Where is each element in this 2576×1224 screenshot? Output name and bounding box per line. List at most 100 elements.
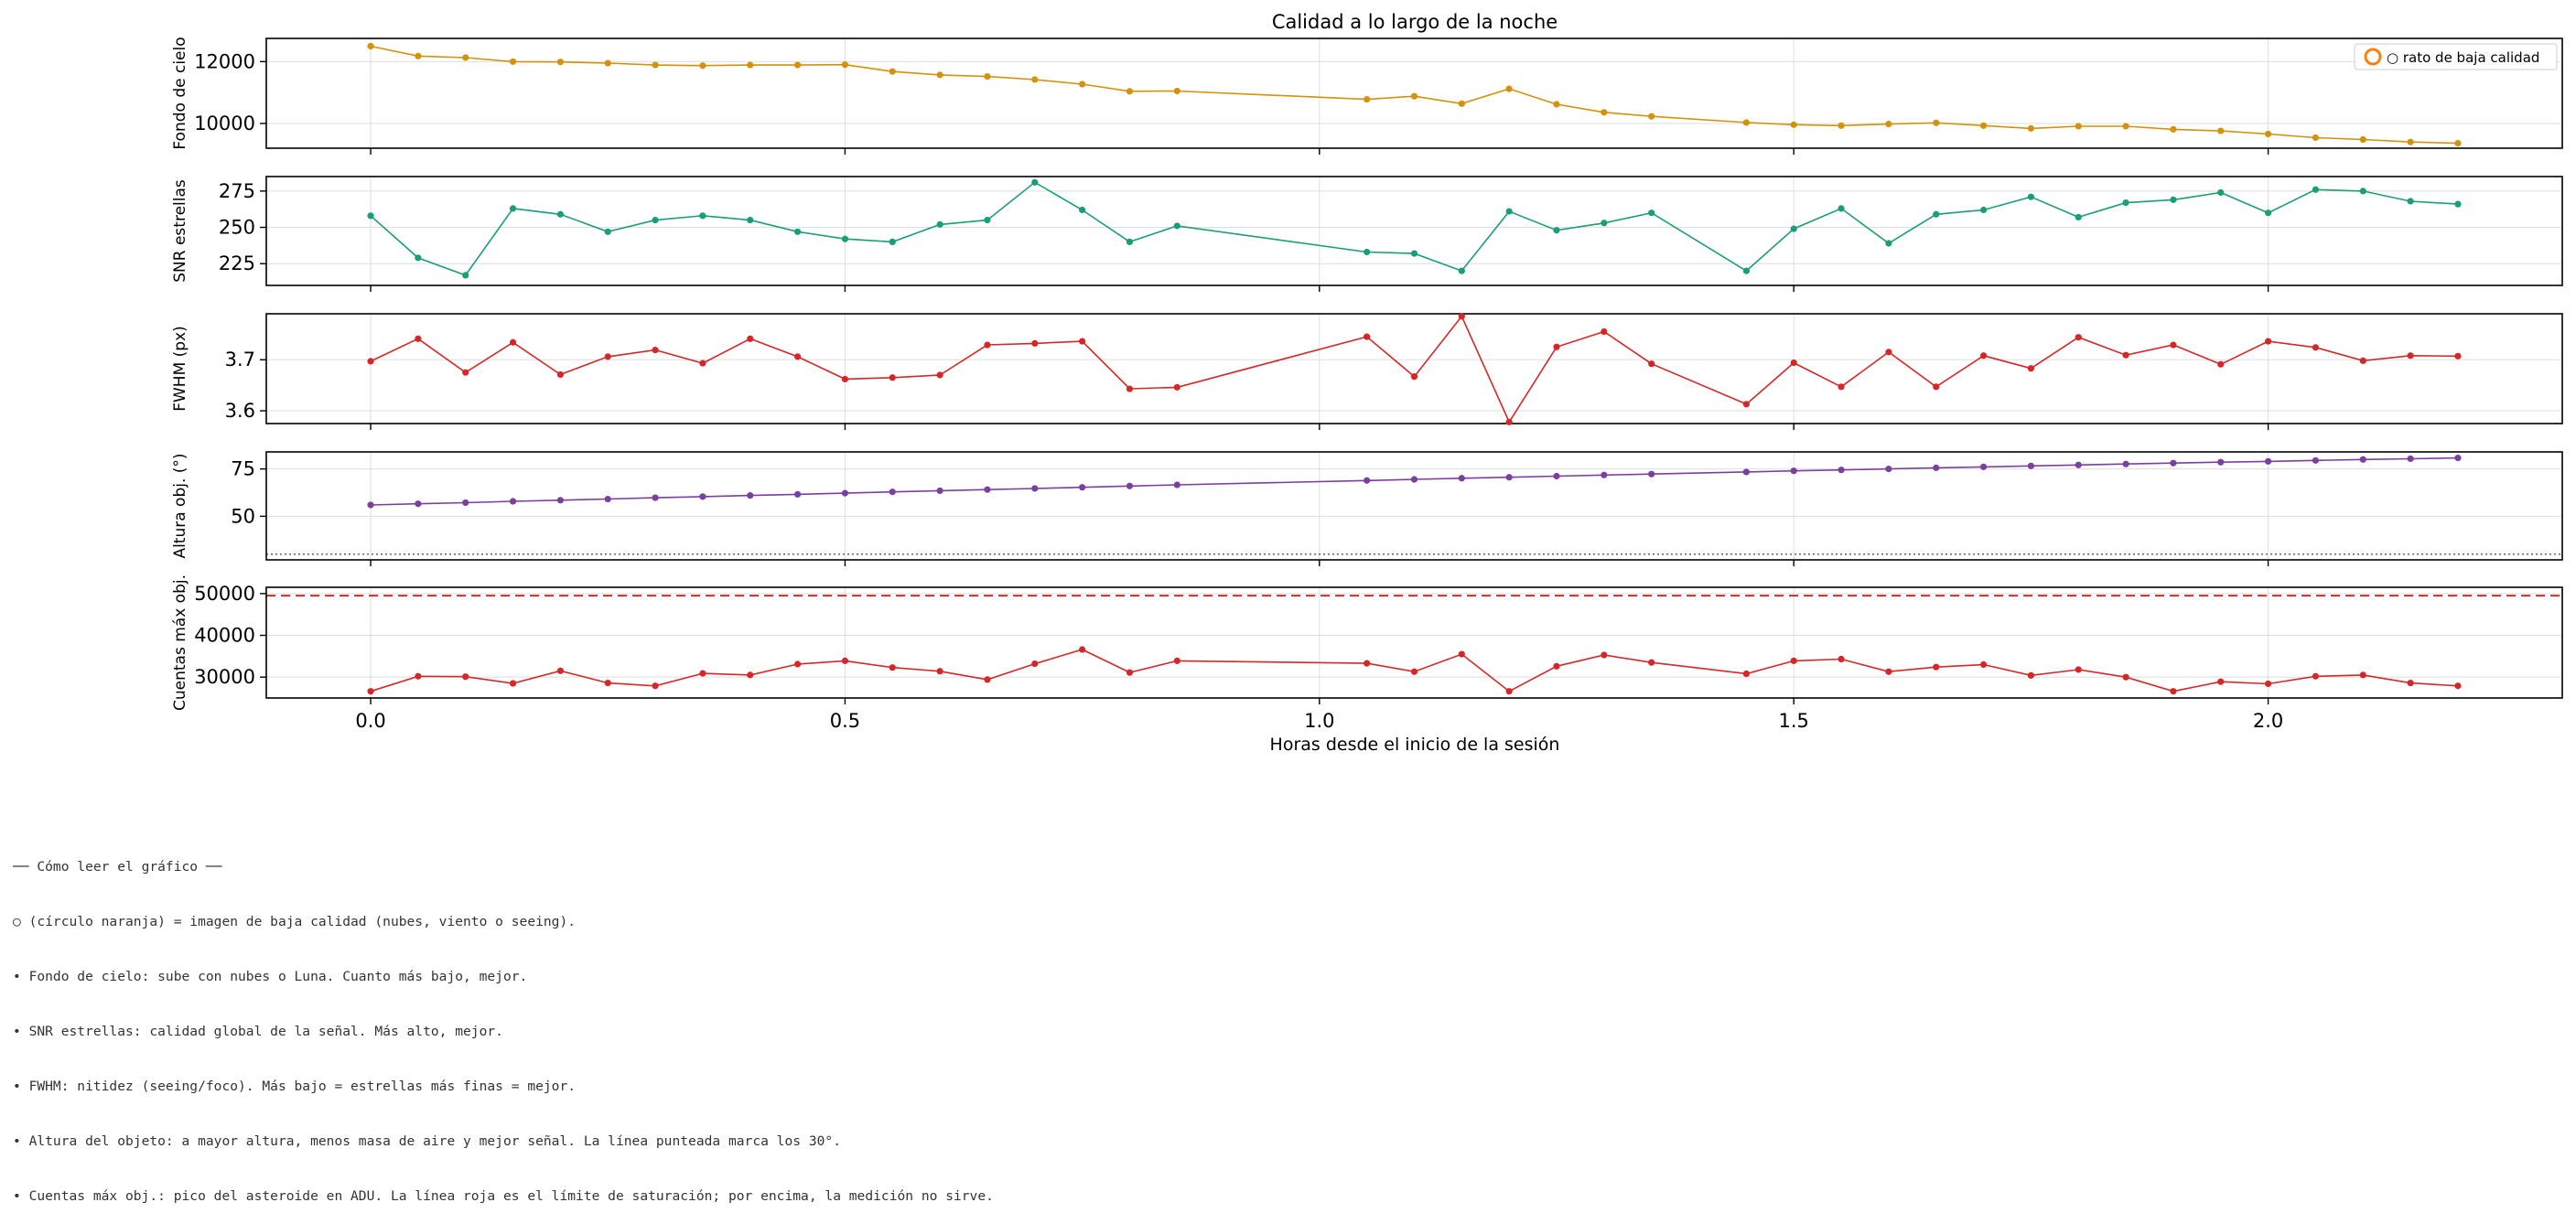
guide-line-counts: • Cuentas máx obj.: pico del asteroide e… xyxy=(13,1188,994,1204)
data-point xyxy=(1553,343,1560,350)
data-point xyxy=(889,664,896,671)
data-point xyxy=(1790,467,1797,475)
data-point xyxy=(984,341,991,349)
data-point xyxy=(509,205,517,212)
data-point xyxy=(1790,225,1797,232)
data-point xyxy=(509,680,517,687)
data-point xyxy=(1979,206,1988,214)
reading-guide: ── Cómo leer el gráfico ── ○ (círculo na… xyxy=(13,821,994,1224)
data-point xyxy=(1933,383,1940,391)
data-point xyxy=(1079,81,1086,88)
data-point xyxy=(462,369,469,376)
data-point xyxy=(793,353,802,360)
data-point xyxy=(415,52,422,59)
data-point xyxy=(1363,248,1371,256)
data-point xyxy=(1363,333,1371,340)
data-point xyxy=(1031,76,1039,83)
data-point xyxy=(1885,349,1892,356)
data-point xyxy=(841,657,849,664)
axes-frame xyxy=(265,313,2563,424)
data-point xyxy=(2264,209,2272,217)
data-point xyxy=(2075,213,2082,221)
data-point xyxy=(2312,134,2320,142)
y-axis-label: Cuentas máx obj. xyxy=(171,574,189,711)
axes-frame xyxy=(265,176,2563,286)
data-point xyxy=(1363,660,1371,667)
data-point xyxy=(984,217,991,224)
data-point xyxy=(699,670,706,677)
data-point xyxy=(2122,123,2129,130)
y-tick-label: 225 xyxy=(219,252,255,274)
data-point xyxy=(1458,267,1465,274)
data-point xyxy=(1838,383,1845,391)
data-point xyxy=(1363,95,1371,103)
data-point xyxy=(1505,688,1513,695)
data-point xyxy=(604,495,611,503)
data-point xyxy=(1410,476,1418,483)
data-point xyxy=(841,489,849,497)
data-point xyxy=(462,499,469,507)
x-tick-label: 0.0 xyxy=(355,710,385,732)
data-point xyxy=(1601,471,1608,478)
data-point xyxy=(1031,178,1039,186)
data-point xyxy=(1742,670,1750,678)
data-point xyxy=(1601,220,1608,227)
data-point xyxy=(984,676,991,683)
data-point xyxy=(1933,663,1940,671)
quality-chart: Calidad a lo largo de la noche 10000 1200… xyxy=(171,11,2563,755)
data-point xyxy=(747,61,754,69)
data-point xyxy=(1458,313,1465,320)
data-point xyxy=(1838,122,1845,129)
data-point xyxy=(2407,679,2414,687)
data-point xyxy=(1790,359,1797,367)
chart-panel: 225 250 275 SNR estrellas xyxy=(171,176,2563,292)
data-point xyxy=(747,217,754,224)
data-point xyxy=(2170,688,2177,695)
data-point xyxy=(2217,458,2225,466)
data-point xyxy=(1458,650,1465,658)
data-point xyxy=(936,220,943,228)
data-point xyxy=(1742,468,1750,476)
data-point xyxy=(936,487,943,495)
data-point xyxy=(556,667,565,674)
data-point xyxy=(1031,660,1039,668)
data-point xyxy=(889,68,896,75)
data-point xyxy=(1173,481,1180,489)
data-point xyxy=(1126,238,1134,245)
data-point xyxy=(604,679,611,687)
data-point xyxy=(1553,472,1560,480)
data-point xyxy=(2075,123,2082,130)
data-point xyxy=(652,494,659,501)
data-point xyxy=(1742,267,1750,274)
data-point xyxy=(1505,85,1513,92)
y-tick-label: 12000 xyxy=(194,50,255,72)
data-point xyxy=(1505,418,1513,425)
data-point xyxy=(889,238,896,245)
data-point xyxy=(2027,671,2035,679)
data-point xyxy=(1648,659,1655,666)
data-point xyxy=(1410,668,1418,675)
data-point xyxy=(2217,678,2225,685)
data-point xyxy=(509,338,517,346)
data-point xyxy=(1601,651,1608,659)
data-point xyxy=(1742,401,1750,408)
data-point xyxy=(1505,208,1513,215)
data-point xyxy=(1458,100,1465,107)
data-point xyxy=(841,375,849,383)
data-point xyxy=(1790,121,1797,128)
y-tick-label: 50 xyxy=(231,505,255,527)
data-point xyxy=(2312,672,2320,680)
data-point xyxy=(2264,338,2272,345)
data-point xyxy=(936,71,943,79)
guide-heading: ── Cómo leer el gráfico ── xyxy=(13,859,222,875)
data-point xyxy=(699,212,706,220)
legend: ○ rato de baja calidad xyxy=(2354,43,2558,70)
guide-line-snr: • SNR estrellas: calidad global de la se… xyxy=(13,1024,503,1039)
data-point xyxy=(1126,669,1134,676)
data-point xyxy=(1126,88,1134,95)
y-tick-label: 250 xyxy=(219,217,255,239)
data-point xyxy=(1933,210,1940,218)
data-point xyxy=(1648,470,1655,478)
y-tick-label: 75 xyxy=(231,458,255,480)
series-line xyxy=(370,181,2459,276)
